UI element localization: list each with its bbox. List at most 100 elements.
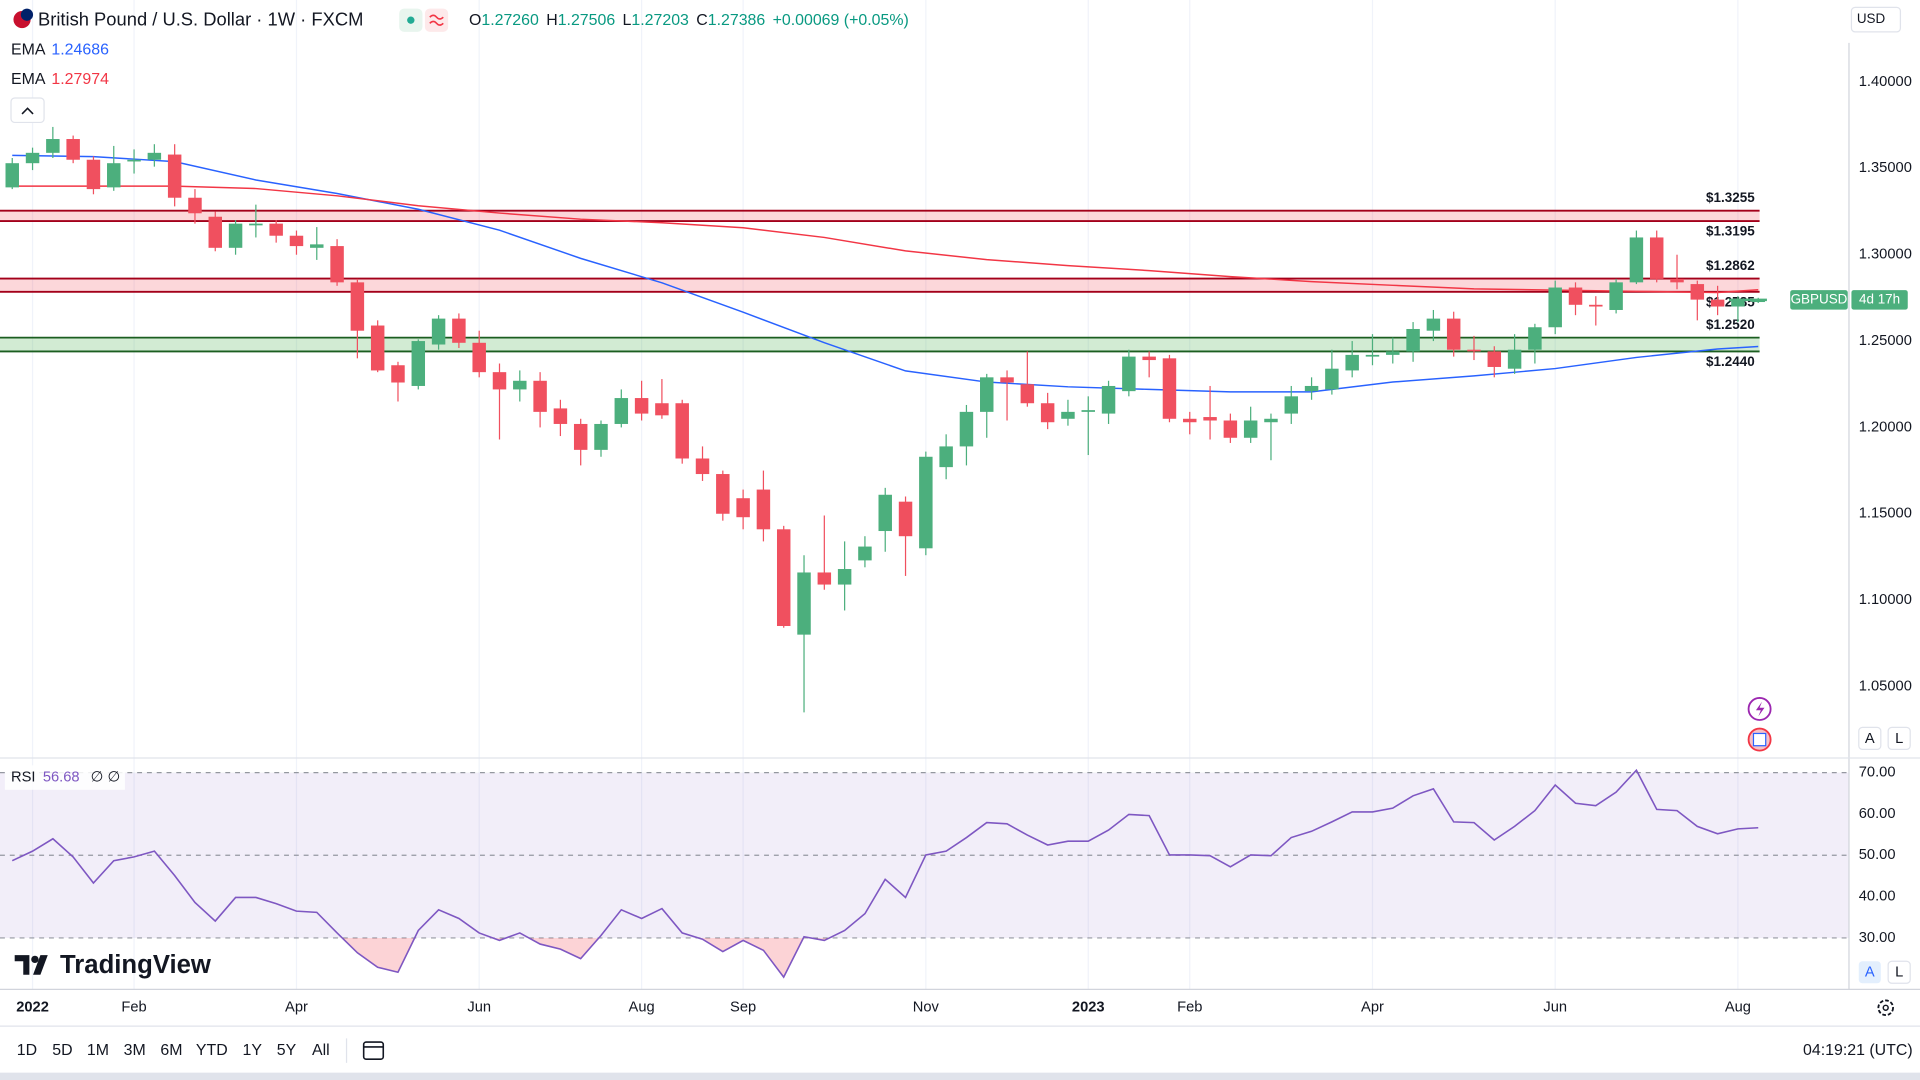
- calendar-icon[interactable]: [362, 1041, 385, 1060]
- x-tick-label: Apr: [1361, 1000, 1384, 1016]
- range-button[interactable]: 5D: [52, 1042, 72, 1059]
- y-tick-label: 1.25000: [1859, 333, 1912, 349]
- candle-body: [1487, 351, 1502, 367]
- candle-body: [817, 572, 832, 585]
- candle-body: [1426, 318, 1441, 331]
- scale-button[interactable]: [1887, 726, 1911, 750]
- candle-body: [188, 197, 202, 214]
- candle-body: [492, 372, 507, 390]
- clock: 04:19:21 (UTC): [1803, 1042, 1913, 1059]
- ohlc-key: H: [546, 12, 558, 29]
- candle-body: [249, 223, 263, 226]
- candle-body: [86, 159, 101, 190]
- ui: GBPUSD 4d 17h British Pound / U.S. Dollar …: [4, 6, 1913, 1063]
- scale-button-label: L: [1895, 731, 1903, 747]
- candle-body: [675, 403, 689, 459]
- range-button[interactable]: All: [312, 1042, 330, 1059]
- candle-body: [939, 446, 953, 468]
- candle-body: [1710, 299, 1725, 307]
- ohlc-value: 1.27260: [481, 12, 539, 29]
- rsi-line: [11, 768, 1759, 979]
- candle-body: [898, 501, 913, 537]
- rsi-legend-bg: [4, 765, 125, 790]
- candle-body: [1122, 356, 1136, 392]
- ohlc-key: L: [623, 12, 632, 29]
- zone-label: $1.2862: [1706, 258, 1755, 273]
- range-button[interactable]: 3M: [124, 1042, 146, 1059]
- scale-button[interactable]: [1858, 726, 1882, 750]
- y-tick-label: 1.40000: [1859, 74, 1912, 90]
- candle-body: [310, 244, 324, 248]
- candle-body: [107, 163, 121, 188]
- candle-body: [1243, 420, 1258, 438]
- candle-body: [878, 494, 892, 532]
- candle-body: [269, 223, 283, 236]
- indicator-value: 1.24686: [51, 41, 109, 58]
- candle-body: [634, 398, 649, 414]
- ohlc-value: 1.27386: [708, 12, 766, 29]
- candle-body: [1000, 377, 1014, 383]
- candle-body: [1731, 299, 1745, 307]
- logo-dot: [31, 955, 39, 964]
- delay-badge[interactable]: [424, 8, 449, 32]
- range-button[interactable]: 1M: [87, 1042, 109, 1059]
- market-status-dot: [407, 16, 415, 24]
- rsi-name: RSI: [11, 769, 35, 785]
- candle-body: [513, 380, 527, 390]
- y-tick-label: 1.10000: [1859, 592, 1912, 608]
- range-button[interactable]: 5Y: [277, 1042, 297, 1059]
- scale-button[interactable]: [1858, 961, 1881, 984]
- candle-body: [350, 282, 365, 331]
- x-tick-label: Jun: [467, 1000, 491, 1016]
- zone-label: $1.2520: [1706, 317, 1755, 332]
- candle-body: [553, 408, 568, 424]
- zone-label: $1.3255: [1706, 190, 1755, 205]
- candle-body: [228, 223, 243, 248]
- rsi-tick-label: 40.00: [1859, 888, 1896, 904]
- candle-body: [573, 423, 588, 450]
- candle-body: [1528, 327, 1542, 350]
- candle-body: [1223, 420, 1238, 438]
- ema-line: [12, 154, 1759, 393]
- candle-body: [1061, 411, 1075, 419]
- ohlc-value: 1.27203: [631, 12, 689, 29]
- candle-body: [1386, 351, 1400, 355]
- x-tick-label: Nov: [913, 1000, 940, 1016]
- range-button[interactable]: 1D: [17, 1042, 37, 1059]
- scale-button[interactable]: [1887, 960, 1911, 984]
- candle-body: [472, 342, 486, 373]
- y-tick-label: 1.05000: [1859, 678, 1912, 694]
- delay-icon: [429, 14, 444, 26]
- rsi-tick-label: 30.00: [1859, 930, 1896, 946]
- scale-button-label: A: [1865, 731, 1875, 747]
- candle-body: [614, 398, 629, 424]
- events-flag: [1752, 732, 1767, 747]
- x-tick-label: Jun: [1543, 1000, 1567, 1016]
- zone: [0, 337, 1760, 352]
- candles: [5, 126, 1765, 713]
- zones: $1.3255$1.3195$1.2862$1.2785$1.2520$1.24…: [0, 190, 1760, 369]
- x-tick-label: Feb: [1177, 1000, 1202, 1016]
- candle-body: [1203, 417, 1217, 421]
- range-button[interactable]: YTD: [196, 1042, 228, 1059]
- x-tick-label: Aug: [1725, 1000, 1751, 1016]
- candle-body: [837, 569, 852, 585]
- candle-body: [1548, 287, 1562, 328]
- range-button[interactable]: 1Y: [243, 1042, 263, 1059]
- y-tick-label: 1.15000: [1859, 506, 1912, 522]
- ohlc-value: 1.27506: [558, 12, 616, 29]
- zone-label: $1.3195: [1706, 224, 1755, 239]
- currency-button[interactable]: [1850, 6, 1902, 33]
- candle-body: [695, 458, 710, 475]
- candle-body: [411, 341, 426, 386]
- collapse-button[interactable]: [10, 97, 45, 124]
- ema-line: [12, 185, 1759, 294]
- x-tick-label: Aug: [629, 1000, 655, 1016]
- candle-body: [655, 403, 669, 416]
- ohlc-key: O: [469, 12, 481, 29]
- y-tick-label: 1.30000: [1859, 247, 1912, 263]
- range-button[interactable]: 6M: [160, 1042, 182, 1059]
- settings-icon[interactable]: [1877, 999, 1894, 1017]
- candle-body: [167, 154, 182, 198]
